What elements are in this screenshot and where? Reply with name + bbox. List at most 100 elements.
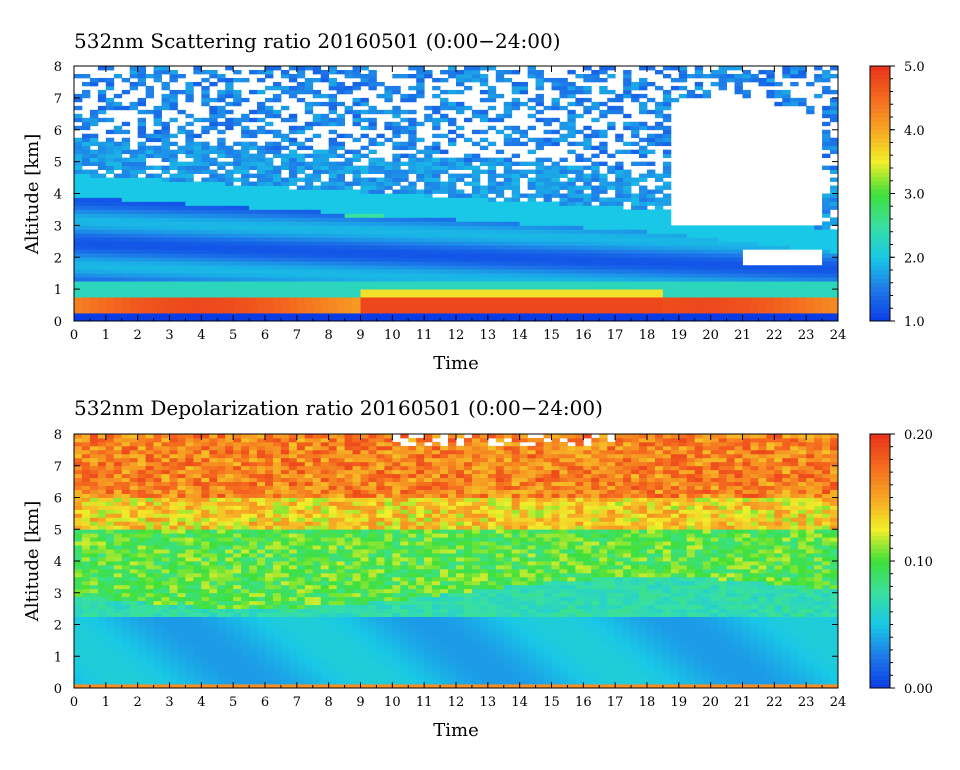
heatmap-cell [432, 125, 441, 131]
heatmap-cell [575, 221, 584, 226]
heatmap-cell [607, 109, 616, 115]
heatmap-cell [233, 225, 242, 230]
heatmap-cell [169, 93, 178, 99]
heatmap-cell [193, 281, 202, 286]
heatmap-cell [113, 189, 123, 194]
heatmap-cell [193, 81, 202, 87]
heatmap-cell [718, 277, 727, 282]
heatmap-cell [456, 73, 465, 79]
heatmap-cell [121, 137, 131, 143]
heatmap-cell [74, 477, 83, 483]
heatmap-cell [89, 137, 99, 143]
heatmap-cell [304, 173, 314, 178]
heatmap-cell [105, 648, 115, 653]
heatmap-cell [623, 229, 632, 234]
heatmap-cell [113, 221, 123, 226]
heatmap-cell [312, 213, 322, 218]
heatmap-cell [384, 137, 393, 143]
heatmap-cell [519, 141, 529, 147]
heatmap-cell [583, 177, 592, 182]
heatmap-cell [543, 309, 552, 314]
heatmap-cell [81, 245, 91, 250]
heatmap-cell [257, 277, 266, 282]
heatmap-cell [424, 277, 433, 282]
heatmap-cell [503, 309, 513, 314]
heatmap-cell [575, 313, 584, 318]
heatmap-cell [448, 217, 457, 222]
heatmap-cell [408, 137, 417, 143]
heatmap-cell [718, 233, 727, 238]
heatmap-cell [392, 201, 401, 206]
heatmap-cell [408, 169, 417, 174]
heatmap-cell [527, 301, 536, 306]
heatmap-cell [81, 529, 91, 534]
heatmap-cell [654, 101, 664, 107]
heatmap-cell [448, 253, 457, 258]
heatmap-cell [798, 281, 807, 286]
heatmap-cell [718, 241, 727, 246]
heatmap-cell [487, 233, 497, 238]
heatmap-cell [81, 237, 91, 242]
heatmap-cell [376, 289, 385, 294]
heatmap-cell [201, 237, 210, 242]
heatmap-cell [209, 317, 218, 322]
heatmap-cell [702, 229, 712, 234]
heatmap-cell [161, 185, 170, 190]
heatmap-cell [249, 229, 258, 234]
heatmap-cell [296, 313, 306, 318]
heatmap-cell [392, 293, 401, 298]
heatmap-cell [726, 293, 735, 298]
heatmap-cell [686, 289, 696, 294]
heatmap-cell [113, 644, 123, 649]
heatmap-cell [503, 285, 513, 290]
heatmap-cell [113, 453, 123, 459]
heatmap-cell [782, 281, 791, 286]
heatmap-cell [662, 137, 672, 143]
heatmap-cell [654, 301, 664, 306]
heatmap-cell [487, 225, 497, 230]
heatmap-cell [599, 237, 608, 242]
heatmap-cell [599, 181, 608, 186]
heatmap-cell [448, 229, 457, 234]
heatmap-cell [89, 285, 99, 290]
heatmap-cell [368, 121, 377, 127]
heatmap-cell [654, 125, 664, 131]
heatmap-cell [424, 197, 433, 202]
heatmap-cell [543, 265, 552, 270]
heatmap-cell [702, 253, 712, 258]
heatmap-cell [448, 185, 457, 190]
heatmap-cell [607, 313, 616, 318]
heatmap-cell [440, 89, 449, 95]
heatmap-cell [193, 217, 202, 222]
heatmap-cell [257, 301, 266, 306]
heatmap-cell [368, 189, 377, 194]
heatmap-cell [798, 97, 807, 103]
heatmap-cell [74, 233, 83, 238]
colorbar-swatch [870, 291, 890, 296]
heatmap-cell [129, 205, 139, 210]
heatmap-cell [599, 257, 608, 262]
heatmap-cell [217, 201, 226, 206]
heatmap-cell [400, 213, 409, 218]
heatmap-cell [400, 145, 409, 151]
heatmap-cell [97, 557, 107, 562]
heatmap-cell [591, 289, 600, 294]
heatmap-cell [105, 313, 115, 318]
heatmap-cell [193, 221, 202, 226]
heatmap-cell [503, 241, 513, 246]
heatmap-cell [567, 81, 576, 87]
heatmap-cell [599, 273, 608, 278]
heatmap-cell [774, 281, 783, 286]
heatmap-cell [336, 85, 345, 91]
heatmap-cell [654, 297, 664, 302]
heatmap-cell [535, 185, 544, 190]
heatmap-cell [535, 145, 544, 151]
heatmap-cell [726, 77, 735, 83]
heatmap-cell [129, 293, 139, 298]
heatmap-cell [543, 293, 552, 298]
heatmap-cell [798, 297, 807, 302]
heatmap-cell [384, 229, 393, 234]
heatmap-cell [647, 289, 656, 294]
heatmap-cell [241, 209, 250, 214]
heatmap-cell [806, 317, 815, 322]
